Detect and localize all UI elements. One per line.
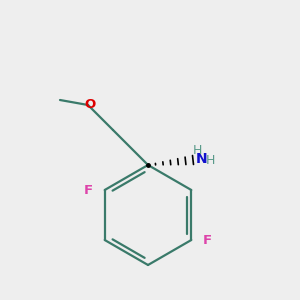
Text: N: N — [196, 152, 208, 166]
Text: H: H — [205, 154, 215, 167]
Text: H: H — [192, 143, 202, 157]
Text: F: F — [203, 235, 212, 248]
Text: O: O — [84, 98, 96, 110]
Text: F: F — [84, 184, 93, 197]
